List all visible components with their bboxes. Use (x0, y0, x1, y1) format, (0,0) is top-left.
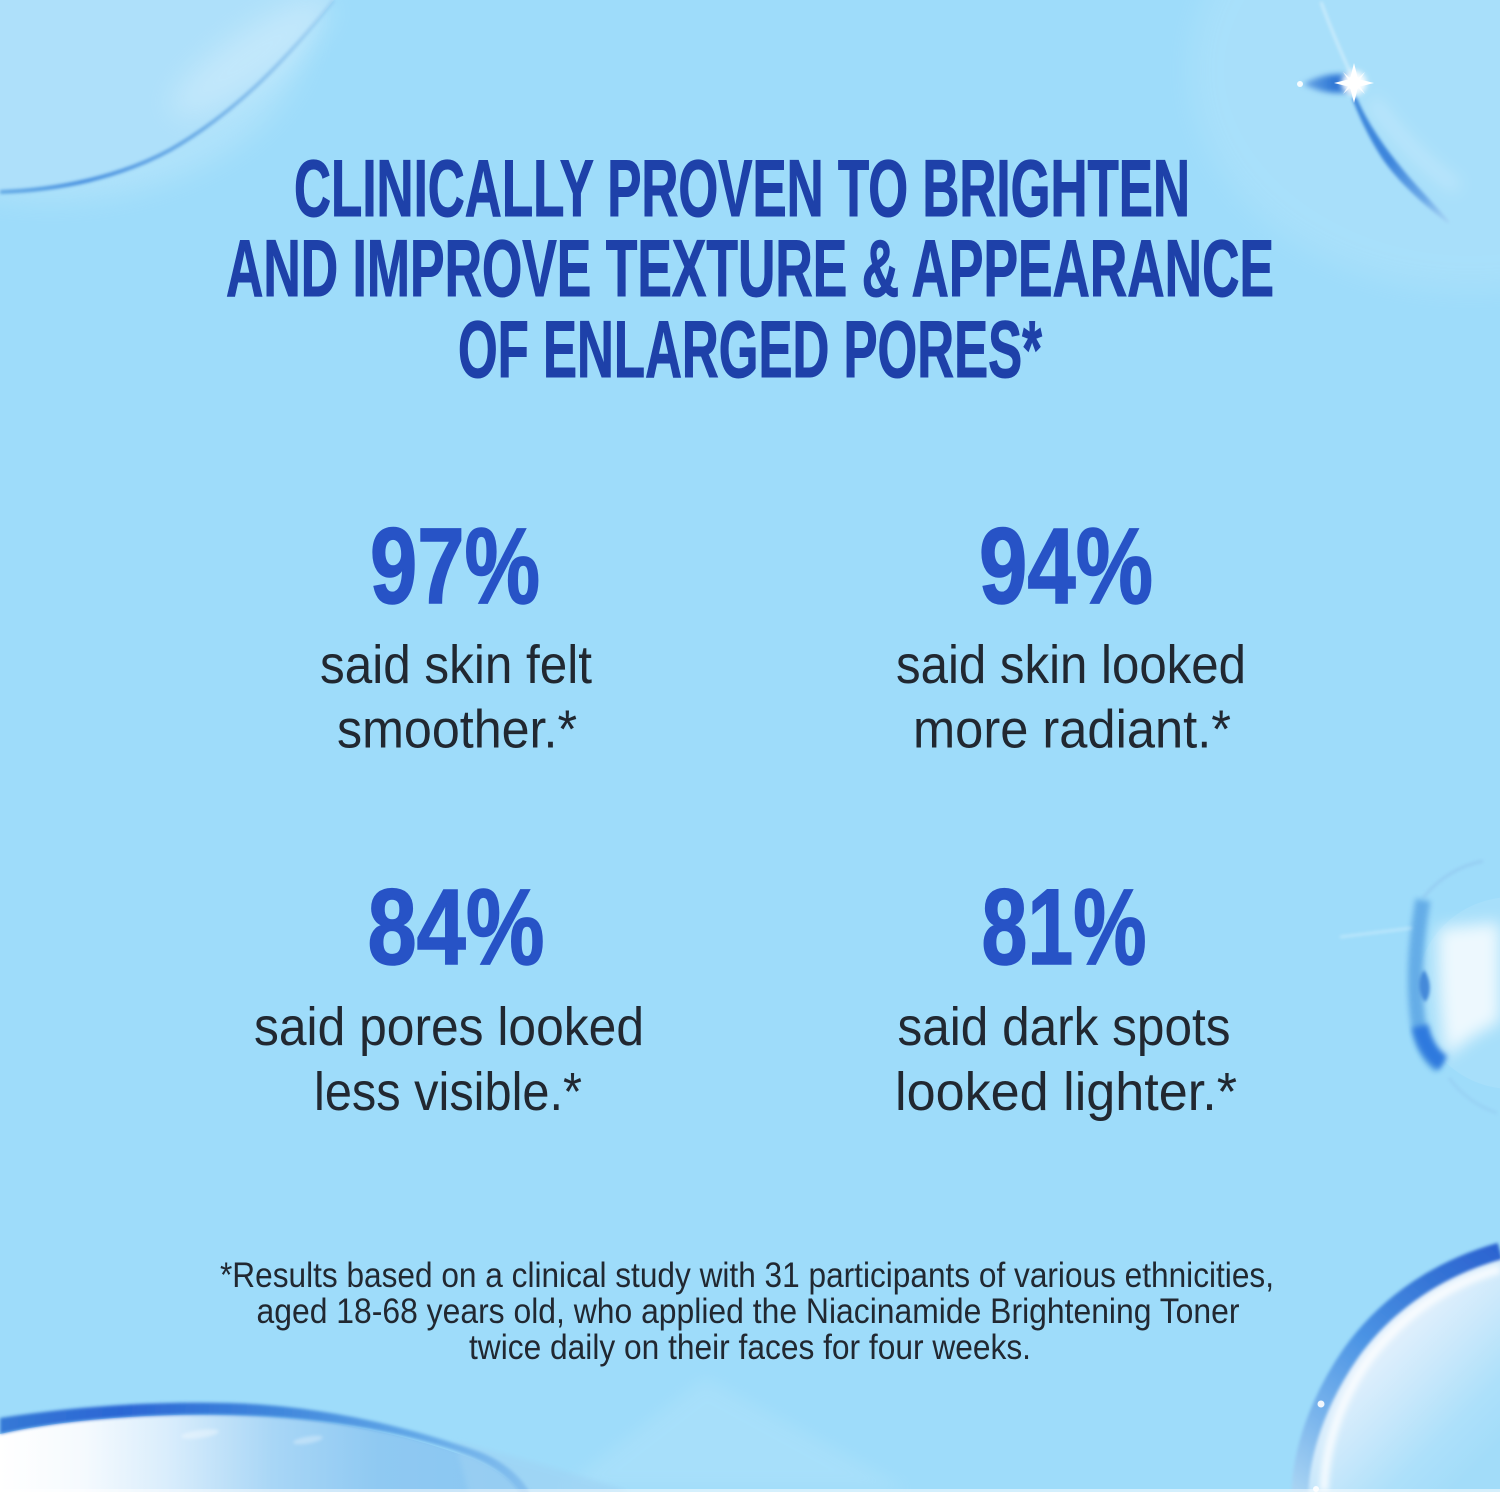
svg-text:aged 18-68 years old, who appl: aged 18-68 years old, who applied the Ni… (257, 1292, 1240, 1331)
svg-text:smoother.*: smoother.* (337, 700, 577, 760)
svg-text:looked lighter.*: looked lighter.* (895, 1062, 1237, 1122)
svg-text:less visible.*: less visible.* (314, 1062, 582, 1122)
svg-text:OF ENLARGED PORES*: OF ENLARGED PORES* (458, 305, 1042, 395)
svg-text:81%: 81% (982, 866, 1147, 987)
svg-text:more radiant.*: more radiant.* (913, 700, 1231, 760)
svg-text:said skin looked: said skin looked (896, 635, 1246, 695)
svg-text:94%: 94% (979, 505, 1153, 626)
svg-text:CLINICALLY PROVEN TO BRIGHTEN: CLINICALLY PROVEN TO BRIGHTEN (294, 144, 1190, 234)
svg-text:twice daily on their faces for: twice daily on their faces for four week… (469, 1328, 1031, 1367)
svg-text:said pores looked: said pores looked (254, 997, 644, 1057)
svg-text:said dark spots: said dark spots (898, 997, 1231, 1057)
svg-text:said skin felt: said skin felt (320, 635, 592, 695)
svg-text:84%: 84% (368, 866, 545, 987)
svg-text:97%: 97% (370, 505, 540, 626)
svg-text:*Results based on a clinical s: *Results based on a clinical study with … (220, 1256, 1274, 1295)
svg-text:AND IMPROVE TEXTURE & APPEARAN: AND IMPROVE TEXTURE & APPEARANCE (226, 224, 1274, 314)
